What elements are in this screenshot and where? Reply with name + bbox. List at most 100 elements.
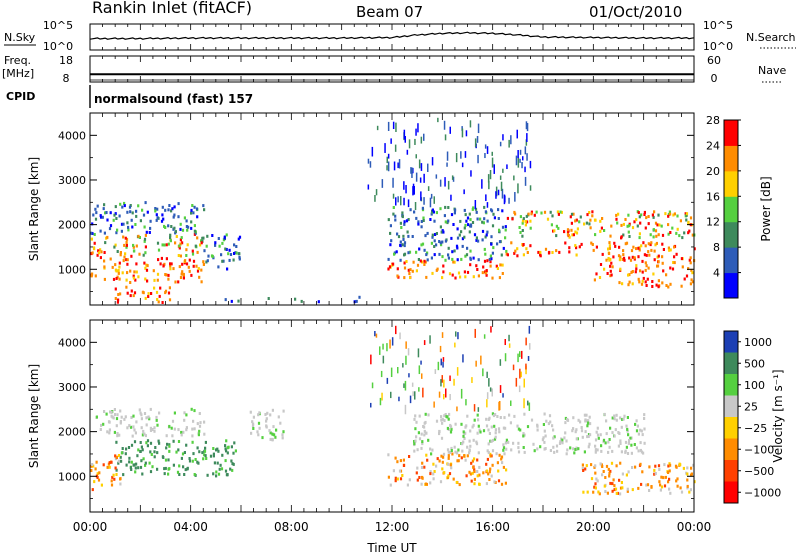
velocity-cell — [186, 467, 189, 471]
power-cell — [647, 250, 650, 254]
power-cell — [572, 212, 575, 216]
velocity-cell — [472, 465, 475, 469]
velocity-cell — [167, 472, 170, 476]
power-cell — [607, 247, 610, 251]
power-cell — [387, 267, 390, 271]
velocity-cell — [480, 355, 482, 365]
power-cell — [132, 274, 135, 278]
power-cell — [608, 252, 611, 255]
power-cell — [103, 231, 106, 235]
power-cell — [403, 220, 406, 224]
power-cell — [689, 256, 692, 260]
velocity-cell — [424, 482, 427, 486]
power-cell — [481, 220, 484, 224]
power-cell — [603, 267, 606, 271]
power-cell — [423, 197, 425, 205]
power-cell — [126, 221, 129, 225]
power-cell — [444, 134, 447, 141]
power-cell — [598, 276, 602, 279]
power-cell — [453, 249, 456, 253]
power-cell — [399, 243, 402, 247]
power-cell — [149, 226, 152, 230]
power-cell — [608, 246, 611, 250]
velocity-cell — [624, 440, 628, 444]
velocity-cell — [608, 438, 611, 441]
velocity-cell — [398, 396, 400, 402]
power-cell — [182, 273, 185, 277]
power-cell — [522, 243, 525, 246]
power-cell — [161, 243, 164, 247]
power-cell — [485, 194, 487, 202]
power-cell — [591, 210, 594, 214]
power-cell — [421, 242, 425, 246]
power-cell — [568, 250, 571, 254]
power-cell — [643, 213, 646, 216]
power-cell — [100, 250, 103, 254]
velocity-cell — [548, 414, 552, 418]
velocity-cell — [533, 449, 536, 453]
power-cell — [625, 241, 629, 245]
velocity-cell — [443, 419, 446, 423]
power-cell — [647, 222, 650, 226]
velocity-cell — [609, 469, 612, 473]
velocity-cell — [424, 420, 427, 424]
velocity-cell — [682, 466, 685, 470]
velocity-cell — [587, 419, 590, 423]
power-cell — [619, 267, 622, 271]
velocity-cell — [605, 432, 608, 436]
power-colorbar-label: Power [dB] — [759, 176, 773, 241]
velocity-cell — [129, 466, 132, 470]
power-cell — [624, 242, 627, 246]
velocity-cell — [498, 453, 501, 457]
power-cell — [114, 243, 117, 247]
power-cell — [131, 211, 134, 215]
power-cell — [463, 189, 465, 195]
velocity-cell — [583, 450, 586, 454]
power-cell — [673, 255, 676, 259]
power-cell — [483, 247, 486, 251]
velocity-cell — [476, 474, 479, 478]
velocity-cell — [110, 460, 113, 464]
velocity-cell — [217, 472, 221, 476]
power-cell — [389, 224, 392, 228]
power-cell — [685, 218, 688, 222]
velocity-cell — [503, 452, 506, 456]
velocity-cell — [565, 452, 568, 456]
velocity-cell — [115, 417, 119, 421]
velocity-cell — [477, 418, 480, 422]
cpid-text: normalsound (fast) 157 — [94, 92, 253, 106]
power-cell — [430, 256, 433, 260]
velocity-cell — [498, 430, 501, 434]
velocity-cell — [418, 365, 421, 375]
velocity-cell — [417, 348, 420, 358]
velocity-cell — [429, 472, 432, 476]
power-cell — [517, 183, 519, 194]
power-cell — [426, 231, 429, 235]
velocity-cell — [462, 430, 465, 434]
velocity-cell — [574, 448, 577, 451]
velocity-cell — [597, 490, 600, 494]
velocity-cell — [536, 447, 539, 451]
power-cell — [517, 150, 519, 159]
velocity-cell — [581, 463, 584, 467]
power-cell — [123, 201, 126, 205]
power-cell — [224, 298, 227, 302]
power-cell — [613, 241, 616, 245]
velocity-cell — [491, 463, 494, 467]
power-cell — [117, 269, 120, 272]
power-cell — [675, 231, 678, 235]
velocity-cell — [594, 486, 597, 490]
power-cell — [91, 222, 94, 226]
noise-right-tick-top: 10^5 — [703, 19, 733, 32]
power-cell — [691, 271, 694, 275]
velocity-cell — [523, 412, 526, 416]
velocity-cell — [131, 434, 134, 438]
power-cell — [689, 282, 692, 286]
power-cell — [630, 249, 634, 253]
velocity-cell — [185, 426, 188, 430]
power-cell — [156, 298, 159, 301]
power-cell — [153, 286, 156, 290]
velocity-cell — [613, 488, 616, 492]
power-cell — [167, 242, 170, 246]
